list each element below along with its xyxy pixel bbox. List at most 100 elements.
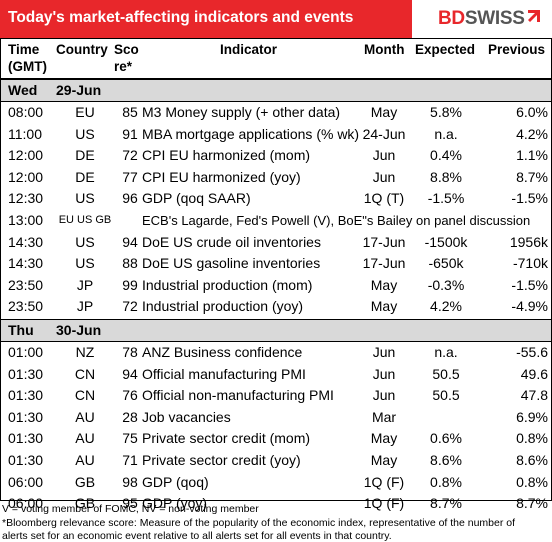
score-cell: 88 <box>122 255 138 272</box>
expected-cell: 0.4% <box>430 147 462 164</box>
month-cell: May <box>370 104 398 120</box>
time-cell: 06:00 <box>8 473 44 490</box>
previous-cell: -710k <box>512 255 548 272</box>
country-cell: JP <box>76 298 94 315</box>
month-cell: 1Q (F) <box>363 473 405 490</box>
score-cell: 72 <box>122 147 138 164</box>
previous-cell: 6.0% <box>516 104 548 120</box>
indicator-cell: Private sector credit (yoy) <box>142 452 301 468</box>
previous-cell: 47.8 <box>520 387 548 404</box>
country-cell: US <box>75 255 95 272</box>
time-cell: 01:30 <box>8 387 44 404</box>
country-cell: NZ <box>75 344 95 360</box>
score-cell: 77 <box>122 168 138 185</box>
table-row: 01:30 AU 28 Job vacancies Mar 6.9% <box>0 406 552 428</box>
time-cell: 12:30 <box>8 190 44 207</box>
month-cell: Mar <box>371 408 397 425</box>
month-cell: May <box>370 430 398 447</box>
col-time: Time (GMT) <box>8 42 47 74</box>
col-previous: Previous <box>488 42 546 57</box>
time-cell: 14:30 <box>8 233 44 250</box>
indicator-cell: GDP (qoq) <box>142 473 209 490</box>
score-cell: 94 <box>122 233 138 250</box>
month-cell: Jun <box>372 168 396 185</box>
score-cell: 85 <box>122 104 138 120</box>
col-score: Sco re* <box>114 42 139 74</box>
country-cell: AU <box>75 430 95 447</box>
previous-cell: 8.7% <box>516 495 548 512</box>
month-cell: 17-Jun <box>362 233 406 250</box>
day-date: 30-Jun <box>56 322 102 338</box>
previous-cell: 1.1% <box>516 147 548 164</box>
score-cell: 98 <box>122 473 138 490</box>
month-cell: 17-Jun <box>362 255 406 272</box>
day-band: Wed 29-Jun <box>0 79 552 101</box>
table-row: 13:00 EU US GB ECB's Lagarde, Fed's Powell… <box>0 209 552 231</box>
country-cell: AU <box>75 408 95 425</box>
country-cell: DE <box>75 168 95 185</box>
table-row: 12:00 DE 77 CPI EU harmonized (yoy) Jun 8.8% 8… <box>0 166 552 188</box>
previous-cell: -55.6 <box>516 344 548 360</box>
expected-cell: n.a. <box>434 344 458 360</box>
table-row: 06:00 GB 95 GDP (yoy) 1Q (F) 8.7% 8.7% <box>0 492 552 514</box>
expected-cell: 0.8% <box>430 473 462 490</box>
expected-cell: 8.7% <box>430 495 462 512</box>
table-row: 14:30 US 94 DoE US crude oil inventories 17-… <box>0 231 552 253</box>
score-cell: 75 <box>122 430 138 447</box>
expected-cell: n.a. <box>434 125 458 142</box>
indicator-cell: DoE US gasoline inventories <box>142 255 321 272</box>
indicator-cell: GDP (yoy) <box>142 495 208 512</box>
country-cell: US <box>75 190 95 207</box>
col-month: Month <box>364 42 405 57</box>
column-headers: Time (GMT) Country Sco re* Indicator Month… <box>0 38 552 78</box>
col-country: Country <box>56 42 108 57</box>
country-cell: US <box>75 233 95 250</box>
score-cell: 78 <box>122 344 138 360</box>
logo-wordmark: BDSWISS <box>438 8 525 29</box>
expected-cell: 5.8% <box>430 104 462 120</box>
expected-cell: 8.6% <box>430 452 462 468</box>
expected-cell: 8.8% <box>430 168 462 185</box>
expected-cell: 4.2% <box>430 298 462 315</box>
time-cell: 01:30 <box>8 452 44 468</box>
table-row: 01:00 NZ 78 ANZ Business confidence Jun n.a. -… <box>0 341 552 363</box>
time-cell: 23:50 <box>8 276 44 293</box>
previous-cell: 4.2% <box>516 125 548 142</box>
previous-cell: 8.7% <box>516 168 548 185</box>
time-cell: 01:00 <box>8 344 44 360</box>
score-cell: 99 <box>122 276 138 293</box>
table-row: 01:30 AU 75 Private sector credit (mom) May 0… <box>0 427 552 449</box>
table-row: 12:30 US 96 GDP (qoq SAAR) 1Q (T) -1.5% -1.5% <box>0 187 552 209</box>
month-cell: May <box>370 298 398 315</box>
table-row: 12:00 DE 72 CPI EU harmonized (mom) Jun 0.4% 1… <box>0 144 552 166</box>
country-cell: US <box>75 125 95 142</box>
indicator-cell: Industrial production (yoy) <box>142 298 304 315</box>
expected-cell: 50.5 <box>432 365 460 382</box>
country-cell: AU <box>75 452 95 468</box>
previous-cell: 49.6 <box>520 365 548 382</box>
table-row: 06:00 GB 98 GDP (qoq) 1Q (F) 0.8% 0.8% <box>0 471 552 493</box>
month-cell: Jun <box>372 344 396 360</box>
month-cell: 1Q (T) <box>363 190 405 207</box>
month-cell: Jun <box>372 387 396 404</box>
time-cell: 01:30 <box>8 408 44 425</box>
country-cell: CN <box>74 365 96 382</box>
expected-cell: 0.6% <box>430 430 462 447</box>
indicator-cell: Job vacancies <box>142 408 231 425</box>
score-cell: 96 <box>122 190 138 207</box>
score-cell: 76 <box>122 387 138 404</box>
footnote-line: *Bloomberg relevance score: Measure of t… <box>2 516 516 529</box>
footnote-line: V = voting member of FOMC, NV = non-voti… <box>2 503 259 515</box>
table-row: 23:50 JP 72 Industrial production (yoy) May 4… <box>0 295 552 317</box>
expected-cell: -0.3% <box>427 276 465 293</box>
month-cell: 1Q (F) <box>363 495 405 512</box>
month-cell: Jun <box>372 147 396 164</box>
country-cell: DE <box>75 147 95 164</box>
time-cell: 14:30 <box>8 255 44 272</box>
col-expected: Expected <box>415 42 476 57</box>
table-row: 08:00 EU 85 M3 Money supply (+ other data) M… <box>0 101 552 123</box>
month-cell: May <box>370 452 398 468</box>
country-cell: GB <box>74 473 96 490</box>
day-band: Thu 30-Jun <box>0 319 552 341</box>
report-title: Today's market-affecting indicators and … <box>8 9 354 26</box>
